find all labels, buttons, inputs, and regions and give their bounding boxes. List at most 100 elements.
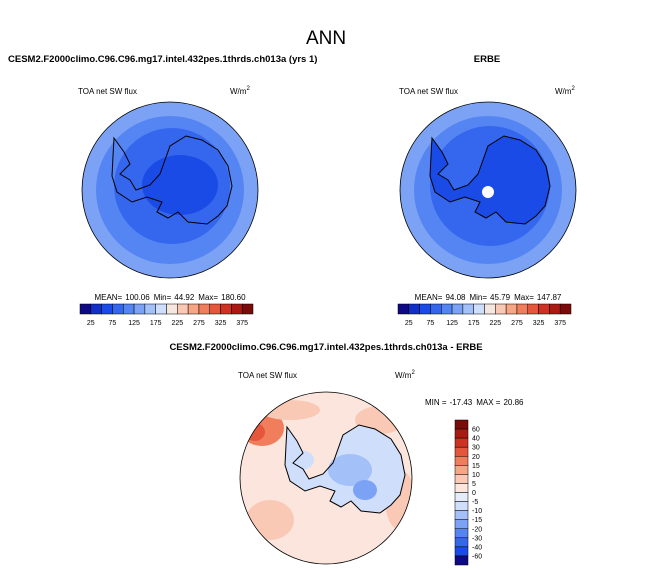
- colorbar-box: [495, 303, 507, 315]
- colorbar-box: [451, 303, 464, 315]
- colorbar-label: 325: [215, 320, 227, 327]
- colorbar-box: [79, 303, 92, 315]
- colorbar-label: -60: [472, 553, 482, 560]
- colorbar-box: [559, 303, 572, 315]
- colorbar-label: 175: [468, 320, 480, 327]
- colorbar-box: [133, 303, 146, 315]
- colorbar-label: -5: [472, 499, 478, 506]
- stat-value: 100.06: [125, 293, 150, 302]
- units: W/m2: [555, 86, 575, 96]
- colorbar-box: [462, 303, 474, 315]
- stat-value: -17.43: [450, 398, 473, 407]
- panel-heading: CESM2.F2000climo.C96.C96.mg17.intel.432p…: [169, 342, 482, 353]
- colorbar-label: -40: [472, 544, 482, 551]
- colorbar-box: [454, 419, 469, 430]
- colorbar-label: 125: [446, 320, 458, 327]
- colorbar-box: [473, 303, 485, 315]
- field-name: TOA net SW flux: [78, 87, 137, 96]
- colorbar-box: [527, 303, 539, 315]
- colorbar-label: 325: [533, 320, 545, 327]
- map-model: [82, 102, 258, 278]
- colorbar-box: [177, 303, 189, 315]
- figure-title: ANN: [306, 28, 346, 49]
- map-border: [399, 101, 577, 279]
- stats: MEAN= 100.06 Min= 44.92 Max= 180.60: [94, 293, 246, 302]
- colorbar-label: 15: [472, 463, 480, 470]
- colorbar-box: [241, 303, 254, 315]
- map-obs: [400, 102, 576, 278]
- colorbar-label: 0: [472, 490, 476, 497]
- colorbar-box: [538, 303, 550, 315]
- colorbar-label: 5: [472, 481, 476, 488]
- panel-heading: CESM2.F2000climo.C96.C96.mg17.intel.432p…: [8, 54, 317, 65]
- colorbar-box: [454, 492, 469, 502]
- stat-label: Min=: [154, 293, 172, 302]
- colorbar-box: [408, 303, 420, 315]
- colorbar-box: [454, 501, 469, 511]
- units-sup: 2: [411, 370, 415, 376]
- colorbar-box: [454, 483, 469, 493]
- colorbar-box: [101, 303, 113, 315]
- colorbar-box: [90, 303, 102, 315]
- stat-value: 44.92: [174, 293, 195, 302]
- colorbar-label: 10: [472, 472, 480, 479]
- colorbar-box: [144, 303, 156, 315]
- colorbar-label: 275: [511, 320, 523, 327]
- colorbar-box: [397, 303, 410, 315]
- colorbar-box: [155, 303, 167, 315]
- colorbar-label: 175: [150, 320, 162, 327]
- units-sup: 2: [246, 86, 250, 92]
- units-base: W/m: [230, 87, 247, 96]
- colorbar-label: 225: [171, 320, 183, 327]
- field-name: TOA net SW flux: [399, 87, 458, 96]
- stat-value: 20.86: [503, 398, 524, 407]
- colorbar-box: [454, 446, 469, 457]
- colorbar-label: 75: [109, 320, 117, 327]
- colorbar-box: [430, 303, 442, 315]
- colorbar-label: 75: [427, 320, 435, 327]
- stat-label: MEAN=: [415, 293, 443, 302]
- colorbar-box: [454, 519, 469, 529]
- field-name: TOA net SW flux: [238, 371, 297, 380]
- units-base: W/m: [395, 371, 412, 380]
- colorbar-label: -20: [472, 526, 482, 533]
- colorbar-box: [454, 456, 469, 466]
- colorbar-box: [454, 474, 469, 484]
- colorbar-box: [166, 303, 178, 315]
- colorbar-box: [441, 303, 453, 315]
- colorbar-box: [454, 437, 469, 448]
- stat-value: 45.79: [490, 293, 511, 302]
- units: W/m2: [395, 370, 415, 380]
- panel-heading: ERBE: [474, 54, 500, 65]
- stat-label: MAX =: [476, 398, 501, 407]
- map-border: [81, 101, 259, 279]
- colorbar-label: 25: [87, 320, 95, 327]
- colorbar-box: [454, 428, 469, 439]
- stat-label: MEAN=: [94, 293, 122, 302]
- colorbar-box: [484, 303, 496, 315]
- colorbar-label: -30: [472, 535, 482, 542]
- colorbar-box: [123, 303, 135, 315]
- colorbar-box: [454, 546, 469, 557]
- colorbar-box: [454, 465, 469, 475]
- colorbar-label: -10: [472, 508, 482, 515]
- colorbar-box: [112, 303, 124, 315]
- map-difference: [240, 392, 412, 564]
- colorbar-label: 375: [554, 320, 566, 327]
- colorbar-box: [419, 303, 431, 315]
- stat-value: 94.08: [445, 293, 466, 302]
- colorbar-label: 225: [489, 320, 501, 327]
- stats: MIN = -17.43 MAX = 20.86: [425, 398, 524, 407]
- colorbar-label: 30: [472, 445, 480, 452]
- colorbar-box: [209, 303, 221, 315]
- colorbar-label: 60: [472, 427, 480, 434]
- colorbar-label: 375: [236, 320, 248, 327]
- stat-label: Min=: [469, 293, 487, 302]
- colorbar-box: [220, 303, 232, 315]
- colorbar-label: 20: [472, 454, 480, 461]
- units: W/m2: [230, 86, 250, 96]
- units-sup: 2: [571, 86, 575, 92]
- map-border: [239, 391, 413, 565]
- colorbar-box: [231, 303, 243, 315]
